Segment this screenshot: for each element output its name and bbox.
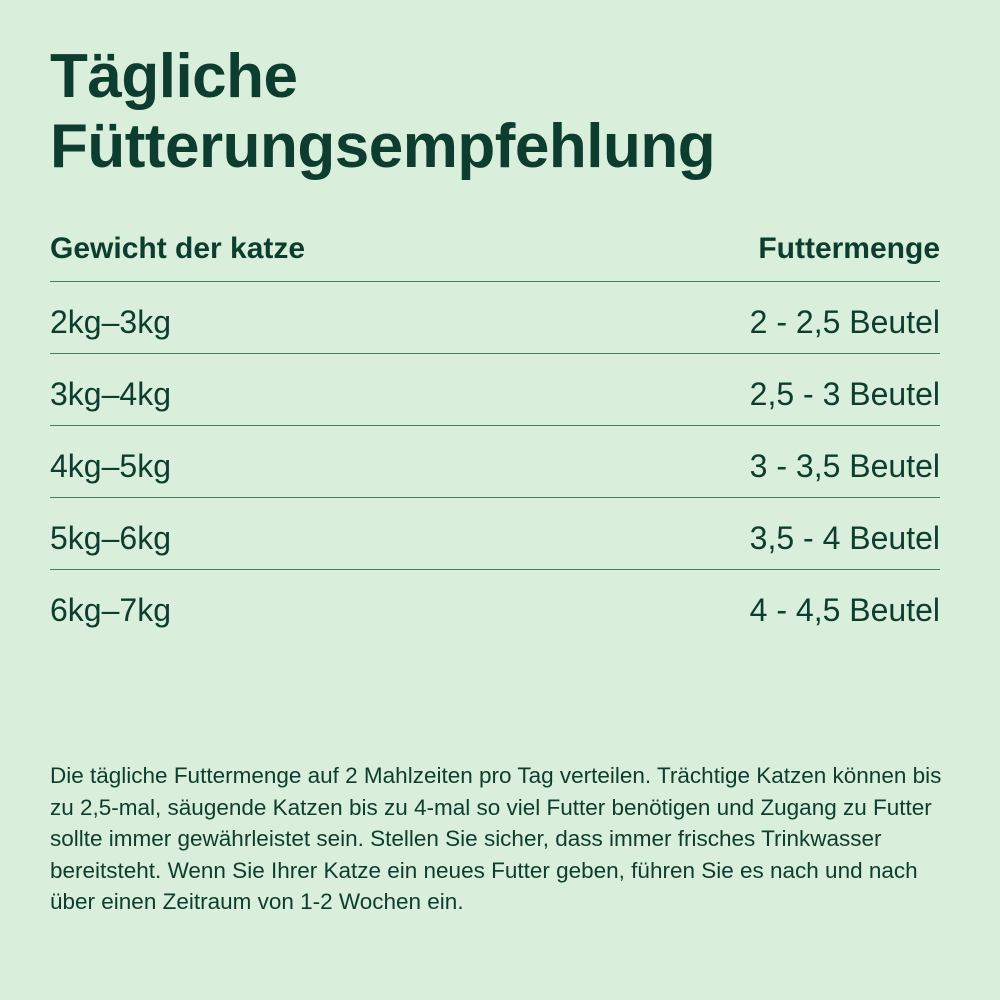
header-weight: Gewicht der katze bbox=[50, 232, 306, 265]
feeding-note: Die tägliche Futtermenge auf 2 Mahlzeite… bbox=[50, 763, 942, 914]
feeding-table: Gewicht der katze Futtermenge 2kg–3kg 2 … bbox=[50, 226, 940, 641]
amount-cell: 4 - 4,5 Beutel bbox=[749, 592, 940, 628]
amount-cell: 3 - 3,5 Beutel bbox=[749, 448, 940, 484]
weight-cell: 2kg–3kg bbox=[50, 304, 171, 340]
weight-cell: 4kg–5kg bbox=[50, 448, 171, 484]
table-header: Gewicht der katze Futtermenge bbox=[50, 226, 940, 282]
weight-cell: 5kg–6kg bbox=[50, 520, 171, 556]
table-row: 5kg–6kg 3,5 - 4 Beutel bbox=[50, 498, 940, 570]
table-row: 6kg–7kg 4 - 4,5 Beutel bbox=[50, 570, 940, 641]
header-amount: Futtermenge bbox=[758, 232, 940, 265]
table-row: 4kg–5kg 3 - 3,5 Beutel bbox=[50, 426, 940, 498]
table-row: 2kg–3kg 2 - 2,5 Beutel bbox=[50, 282, 940, 354]
table-row: 3kg–4kg 2,5 - 3 Beutel bbox=[50, 354, 940, 426]
title-line-2: Fütterungsempfehlung bbox=[50, 112, 716, 181]
amount-cell: 3,5 - 4 Beutel bbox=[749, 520, 940, 556]
amount-cell: 2 - 2,5 Beutel bbox=[749, 304, 940, 340]
amount-cell: 2,5 - 3 Beutel bbox=[749, 376, 940, 412]
title-line-1: Tägliche bbox=[50, 42, 298, 111]
page-title: Tägliche Fütterungsempfehlung bbox=[50, 42, 716, 182]
weight-cell: 6kg–7kg bbox=[50, 592, 171, 628]
weight-cell: 3kg–4kg bbox=[50, 376, 171, 412]
